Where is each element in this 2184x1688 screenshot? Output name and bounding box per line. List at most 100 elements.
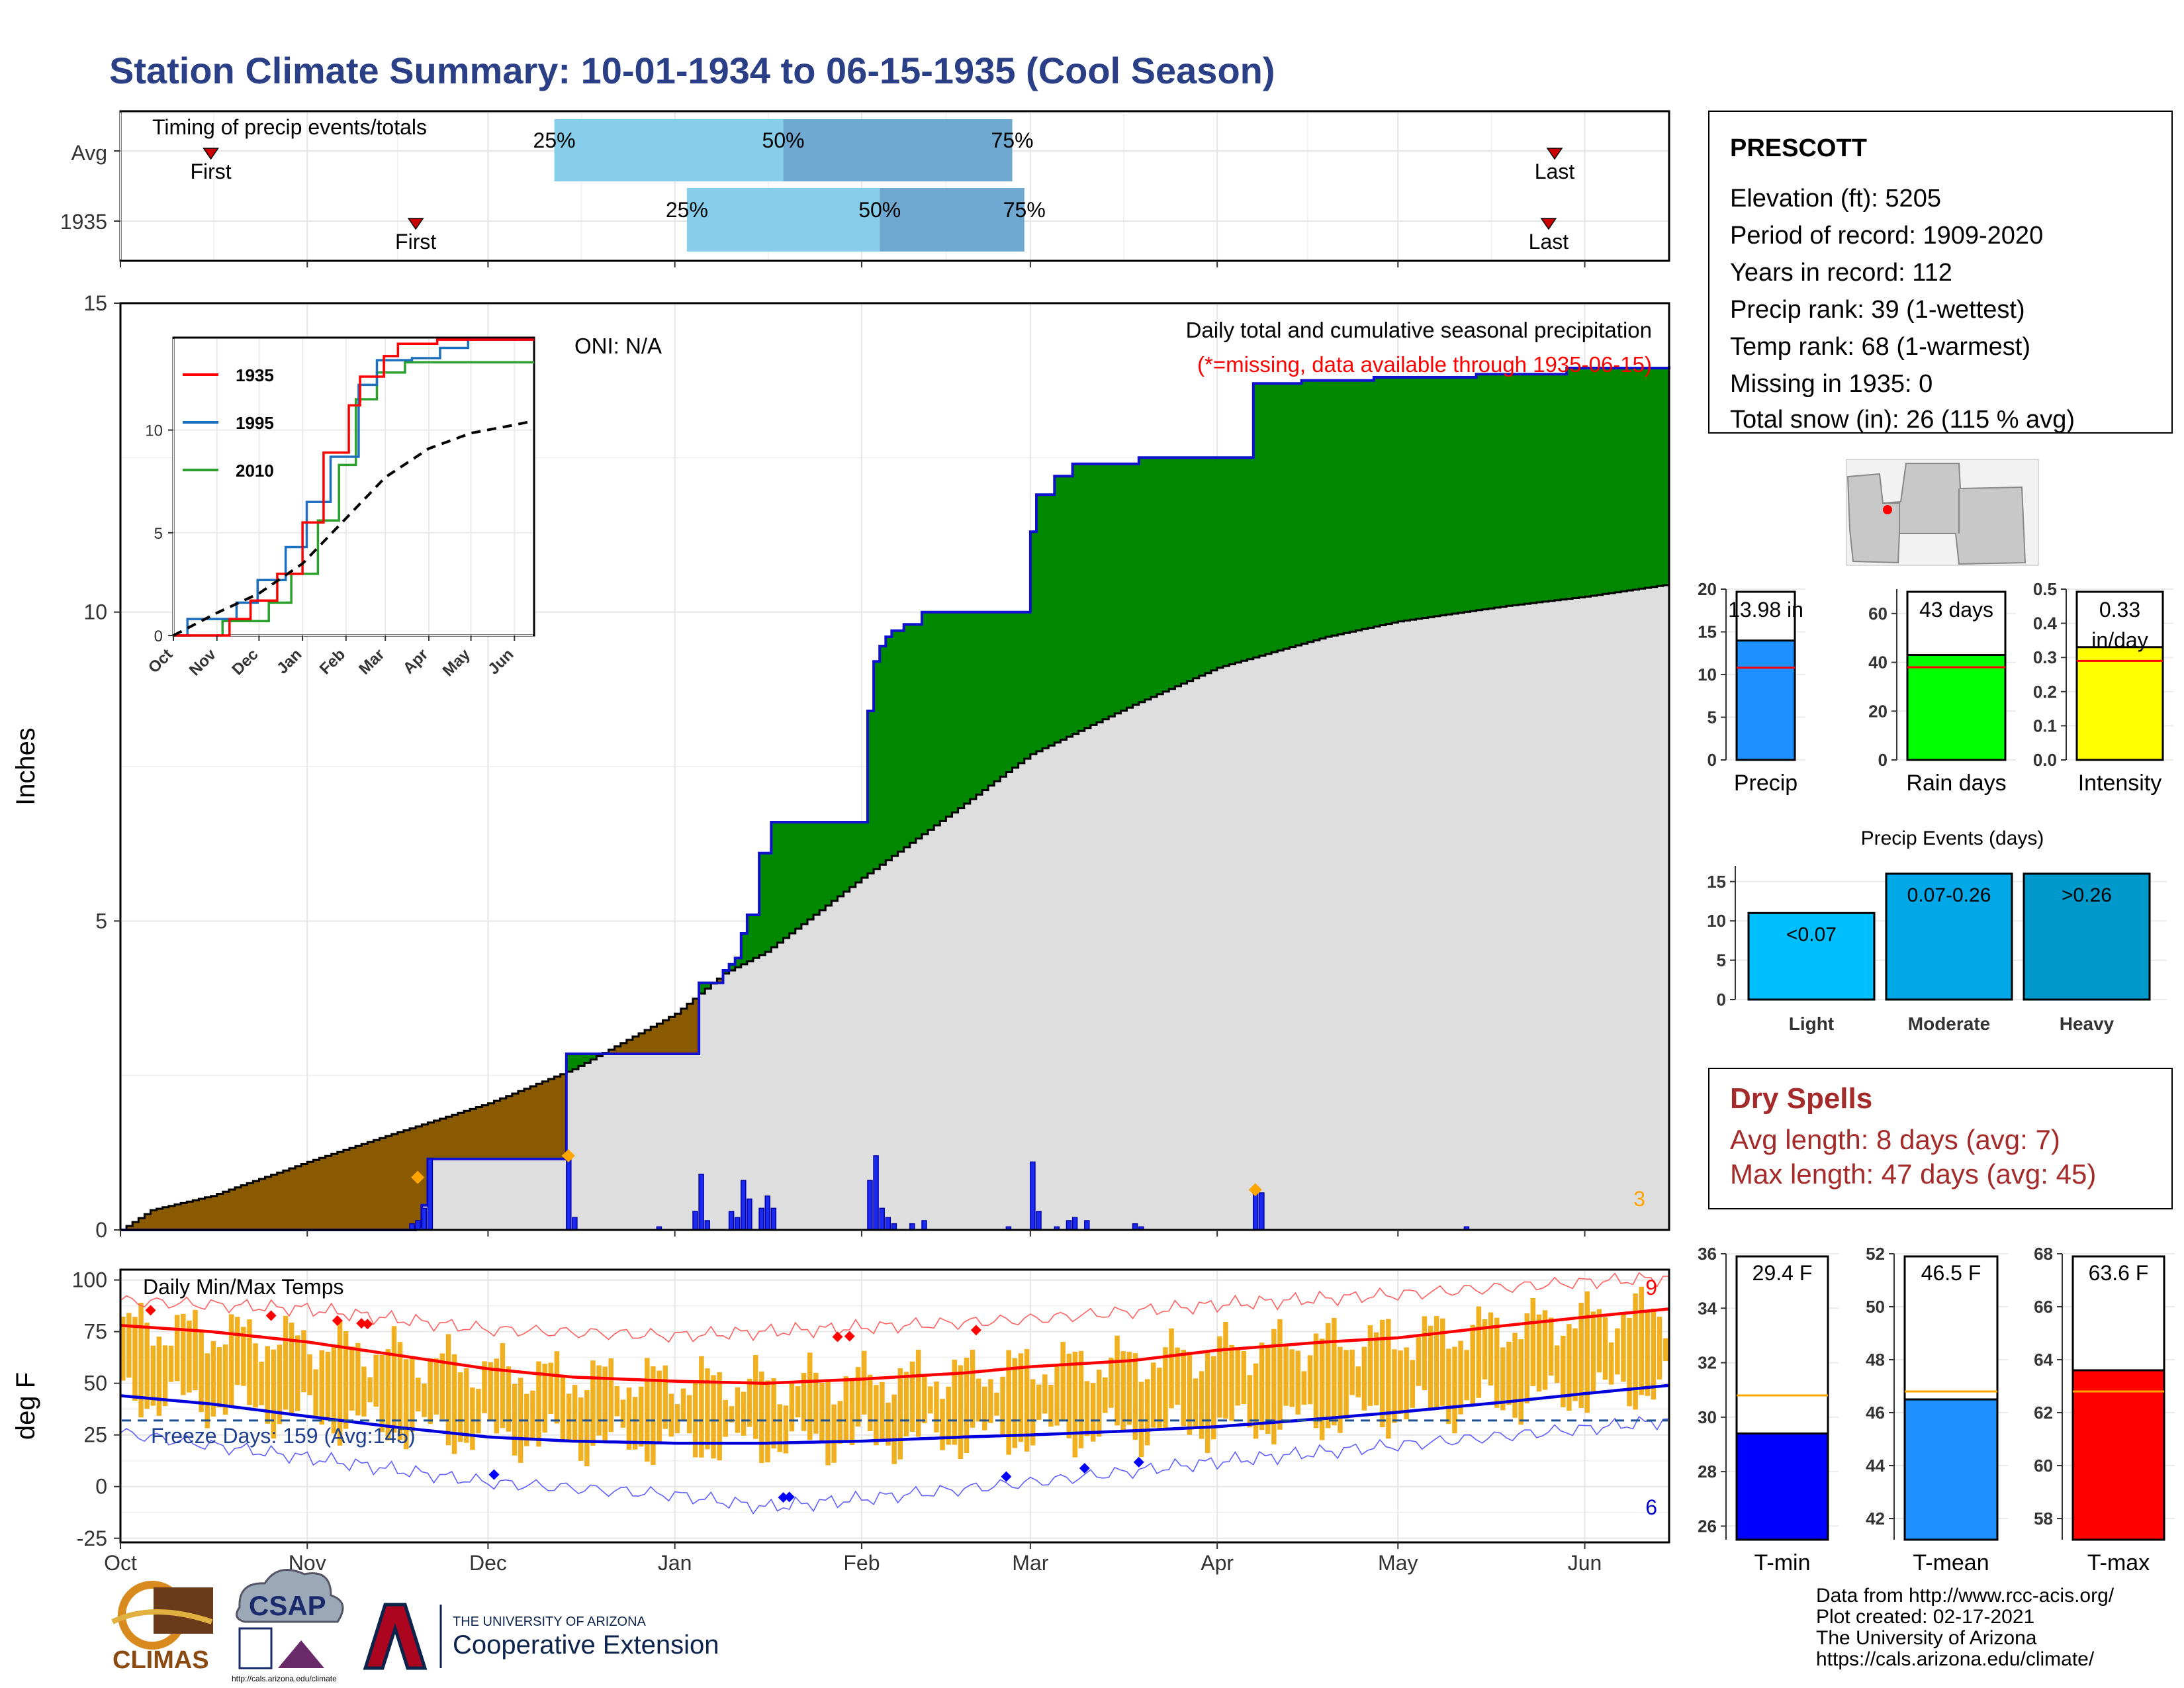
surplus-area-segment [1524, 374, 1531, 604]
deficit-area-segment [247, 1183, 253, 1230]
month-tick-label: Apr [1201, 1551, 1234, 1575]
surplus-area-segment [855, 822, 862, 882]
daily-temp-range-bar [403, 1359, 409, 1450]
events-y-tick-label: 0 [1717, 990, 1726, 1009]
footer-line-plot-created: Plot created: 02-17-2021 [1816, 1606, 2034, 1628]
record-high-line [120, 1272, 1670, 1343]
surplus-area-segment [1006, 612, 1013, 773]
daily-temp-range-bar [1109, 1357, 1114, 1408]
temp-panel-label: Daily Min/Max Temps [143, 1275, 343, 1299]
daily-temp-range-bar [1066, 1353, 1071, 1438]
summary-y-tick-label: 5 [1707, 708, 1717, 727]
daily-temp-range-bar [1615, 1328, 1620, 1375]
surplus-area-segment [753, 915, 760, 959]
daily-temp-range-bar [301, 1330, 306, 1393]
summary-value-bar [2075, 646, 2164, 761]
daily-precip-bar [741, 1180, 747, 1231]
daily-temp-range-bar [680, 1388, 686, 1421]
deficit-area-segment [277, 1172, 284, 1230]
deficit-area-segment [313, 1160, 320, 1230]
deficit-area-segment [174, 1204, 181, 1230]
deficit-area-segment [126, 1226, 133, 1230]
daily-temp-range-bar [1651, 1308, 1657, 1400]
deficit-area-segment [518, 1091, 525, 1159]
daily-temp-range-bar [1662, 1338, 1668, 1362]
deficit-area-segment [289, 1168, 296, 1230]
daily-precip-bar [427, 1158, 433, 1231]
surplus-area-segment [1367, 380, 1375, 628]
daily-temp-range-bar [1433, 1316, 1439, 1409]
temp-y-tick-label: 0 [95, 1475, 107, 1499]
timing-row-avg-label: Avg [71, 141, 107, 165]
surplus-area-segment [1488, 374, 1495, 609]
daily-temp-range-bar [1229, 1344, 1234, 1421]
daily-temp-range-bar [1416, 1336, 1422, 1386]
daily-temp-range-bar [807, 1352, 813, 1440]
summary-annotation: 43 days [1919, 598, 1993, 622]
daily-temp-range-bar [1633, 1293, 1638, 1410]
surplus-area-segment [1645, 368, 1652, 588]
daily-temp-range-bar [1000, 1376, 1005, 1436]
surplus-area-segment [849, 822, 856, 887]
daily-temp-range-bar [928, 1386, 933, 1414]
deficit-area-segment [319, 1158, 326, 1230]
inset-average-line [173, 419, 535, 637]
inset-y-tick-label: 5 [154, 525, 163, 543]
deficit-area-segment [668, 1017, 676, 1054]
deficit-area-segment [162, 1207, 169, 1230]
summary-chart-precip-1: 43 days 0 20 40 60 Rain days [1868, 589, 2016, 796]
summary-chart-label: T-mean [1913, 1550, 1989, 1575]
surplus-area-segment [801, 822, 808, 924]
surplus-area-segment [988, 612, 995, 786]
month-tick-label: Dec [469, 1551, 507, 1575]
summary-y-tick-label: 0.2 [2033, 682, 2057, 702]
average-min-temp-line [120, 1383, 1670, 1445]
summary-y-tick-label: 0.3 [2033, 647, 2057, 667]
precip-event-category-label: Moderate [1908, 1013, 1990, 1034]
daily-temp-range-bar [445, 1334, 451, 1446]
surplus-area-segment [1410, 377, 1417, 620]
precip-y-tick-label: 0 [95, 1218, 107, 1242]
daily-temp-range-bar [1404, 1347, 1409, 1420]
daily-temp-range-bar [1428, 1325, 1433, 1409]
daily-temp-range-bar [1012, 1358, 1017, 1448]
surplus-area-segment [1621, 368, 1627, 592]
summary-y-tick-label: 30 [1698, 1407, 1717, 1427]
daily-temp-range-bar [1518, 1339, 1524, 1425]
daily-temp-range-bar [651, 1366, 656, 1465]
summary-chart-label: T-min [1754, 1550, 1811, 1575]
daily-temp-range-bar [205, 1353, 210, 1429]
surplus-area-segment [874, 661, 880, 869]
daily-temp-range-bar [181, 1313, 186, 1395]
deficit-area-segment [403, 1130, 410, 1230]
daily-precip-bar [1071, 1217, 1078, 1231]
daily-temp-range-bar [1584, 1291, 1590, 1413]
daily-temp-range-bar [1169, 1328, 1174, 1409]
daily-precip-bar [734, 1217, 741, 1231]
daily-temp-range-bar [1289, 1349, 1295, 1407]
deficit-area-segment [422, 1124, 428, 1205]
surplus-area-segment [1512, 374, 1519, 606]
surplus-area-segment [1289, 383, 1297, 647]
deficit-area-segment [391, 1134, 398, 1230]
surplus-area-segment [807, 822, 814, 919]
daily-temp-range-bar [1494, 1317, 1500, 1408]
deficit-area-segment [301, 1164, 308, 1230]
daily-temp-range-bar [1060, 1342, 1066, 1421]
deficit-area-segment [554, 1076, 561, 1159]
surplus-area-segment [1398, 377, 1404, 622]
surplus-area-segment [590, 1054, 597, 1060]
daily-temp-range-bar [416, 1378, 421, 1412]
deficit-area-segment [373, 1140, 381, 1230]
summary-annotation: 29.4 F [1752, 1261, 1813, 1285]
daily-temp-range-bar [1349, 1349, 1355, 1395]
summary-y-tick-label: 0.5 [2033, 579, 2057, 599]
surplus-area-segment [1181, 457, 1188, 684]
daily-temp-range-bar [476, 1389, 481, 1434]
daily-temp-range-bar [1120, 1351, 1126, 1430]
summary-y-tick-label: 68 [2034, 1244, 2053, 1264]
deficit-area-segment [632, 1036, 639, 1054]
daily-temp-range-bar [319, 1350, 324, 1425]
summary-chart-label: Precip [1734, 771, 1797, 796]
